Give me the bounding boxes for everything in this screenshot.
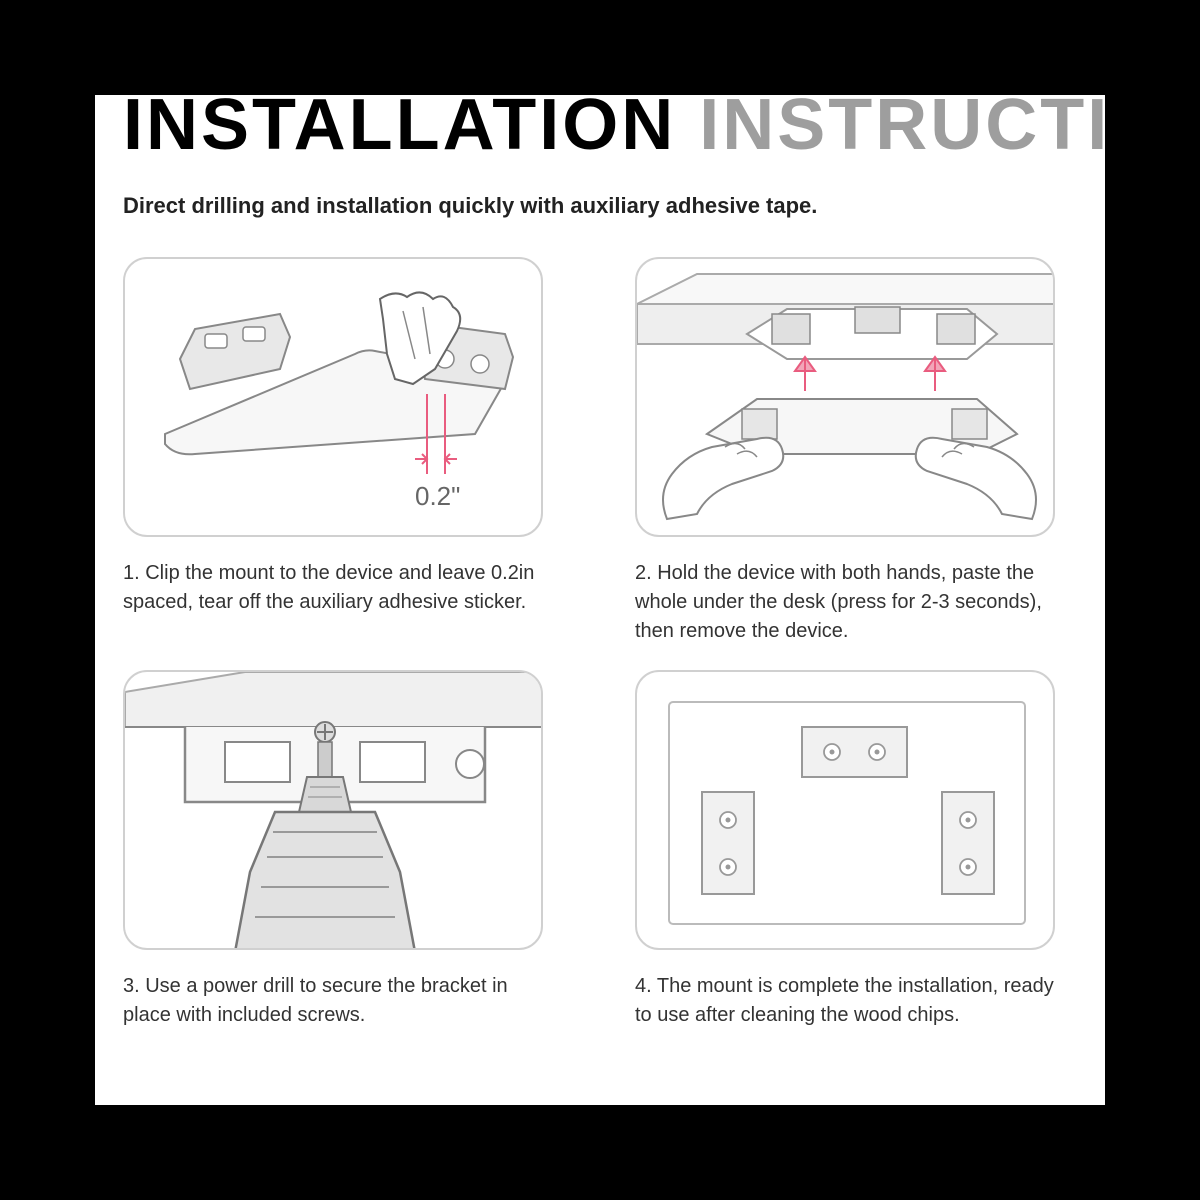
page-subtitle: Direct drilling and installation quickly…: [123, 193, 1077, 219]
title-word-2: INSTRUCTION: [699, 95, 1105, 165]
title-word-1: INSTALLATION: [123, 95, 676, 165]
step-3-illustration: [123, 670, 543, 950]
step-1: 0.2" 1. Clip the mount to the device and…: [123, 257, 565, 646]
instruction-page: INSTALLATION INSTRUCTION Direct drilling…: [95, 95, 1105, 1105]
steps-grid: 0.2" 1. Clip the mount to the device and…: [123, 257, 1077, 1030]
step-3-caption: 3. Use a power drill to secure the brack…: [123, 972, 553, 1030]
measurement-label: 0.2": [415, 481, 460, 512]
step-2: 2. Hold the device with both hands, past…: [635, 257, 1077, 646]
step-4-caption: 4. The mount is complete the installatio…: [635, 972, 1065, 1030]
step-1-illustration: 0.2": [123, 257, 543, 537]
step-2-caption: 2. Hold the device with both hands, past…: [635, 559, 1065, 646]
step-2-illustration: [635, 257, 1055, 537]
step-4: 4. The mount is complete the installatio…: [635, 670, 1077, 1030]
step-3: 3. Use a power drill to secure the brack…: [123, 670, 565, 1030]
step-4-illustration: [635, 670, 1055, 950]
page-title: INSTALLATION INSTRUCTION: [123, 95, 1077, 161]
step-1-caption: 1. Clip the mount to the device and leav…: [123, 559, 553, 617]
